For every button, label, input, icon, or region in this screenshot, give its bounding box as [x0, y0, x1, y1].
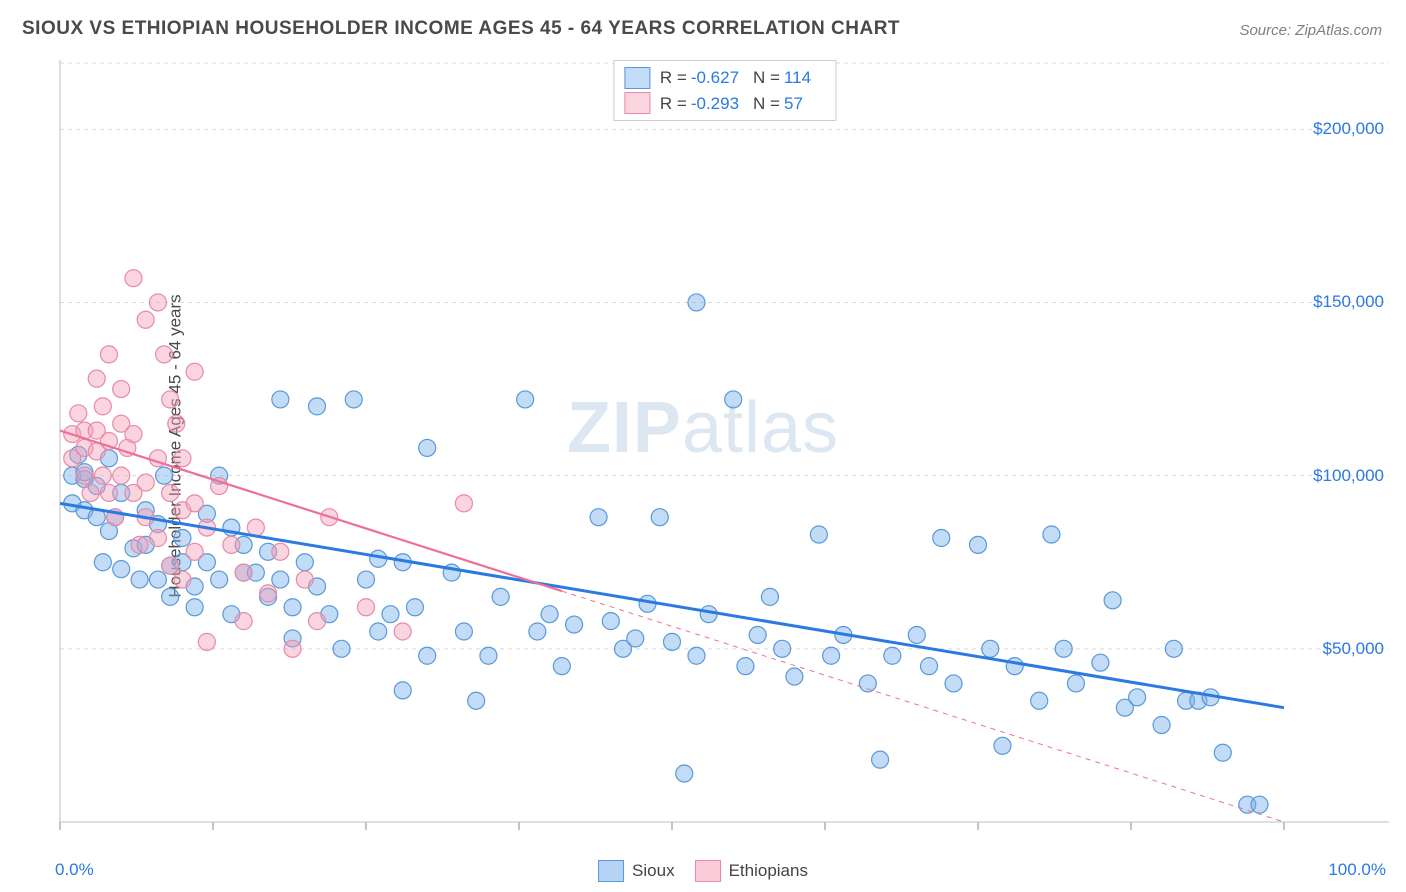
- stats-legend-row: R =-0.293N =57: [624, 91, 825, 117]
- stats-legend-row: R =-0.627N =114: [624, 65, 825, 91]
- x-axis-label-max: 100.0%: [1328, 860, 1386, 880]
- legend-swatch: [624, 92, 650, 114]
- stats-text: R =-0.293N =57: [660, 91, 817, 117]
- legend-swatch: [598, 860, 624, 882]
- stats-legend: R =-0.627N =114R =-0.293N =57: [613, 60, 836, 121]
- y-tick-label: $50,000: [1323, 639, 1384, 659]
- y-tick-label: $200,000: [1313, 119, 1384, 139]
- legend-swatch: [695, 860, 721, 882]
- source-attribution: Source: ZipAtlas.com: [1239, 22, 1382, 39]
- x-axis-label-min: 0.0%: [55, 860, 94, 880]
- legend-item: Sioux: [598, 860, 675, 882]
- stats-text: R =-0.627N =114: [660, 65, 825, 91]
- legend-label: Sioux: [632, 861, 675, 881]
- y-tick-label: $100,000: [1313, 466, 1384, 486]
- legend-label: Ethiopians: [729, 861, 808, 881]
- y-tick-label: $150,000: [1313, 292, 1384, 312]
- plot-area: R =-0.627N =114R =-0.293N =57: [55, 55, 1394, 847]
- legend-item: Ethiopians: [695, 860, 808, 882]
- legend-swatch: [624, 67, 650, 89]
- series-legend: Sioux Ethiopians: [598, 860, 808, 882]
- chart-title: SIOUX VS ETHIOPIAN HOUSEHOLDER INCOME AG…: [22, 18, 900, 40]
- scatter-chart: [55, 55, 1394, 847]
